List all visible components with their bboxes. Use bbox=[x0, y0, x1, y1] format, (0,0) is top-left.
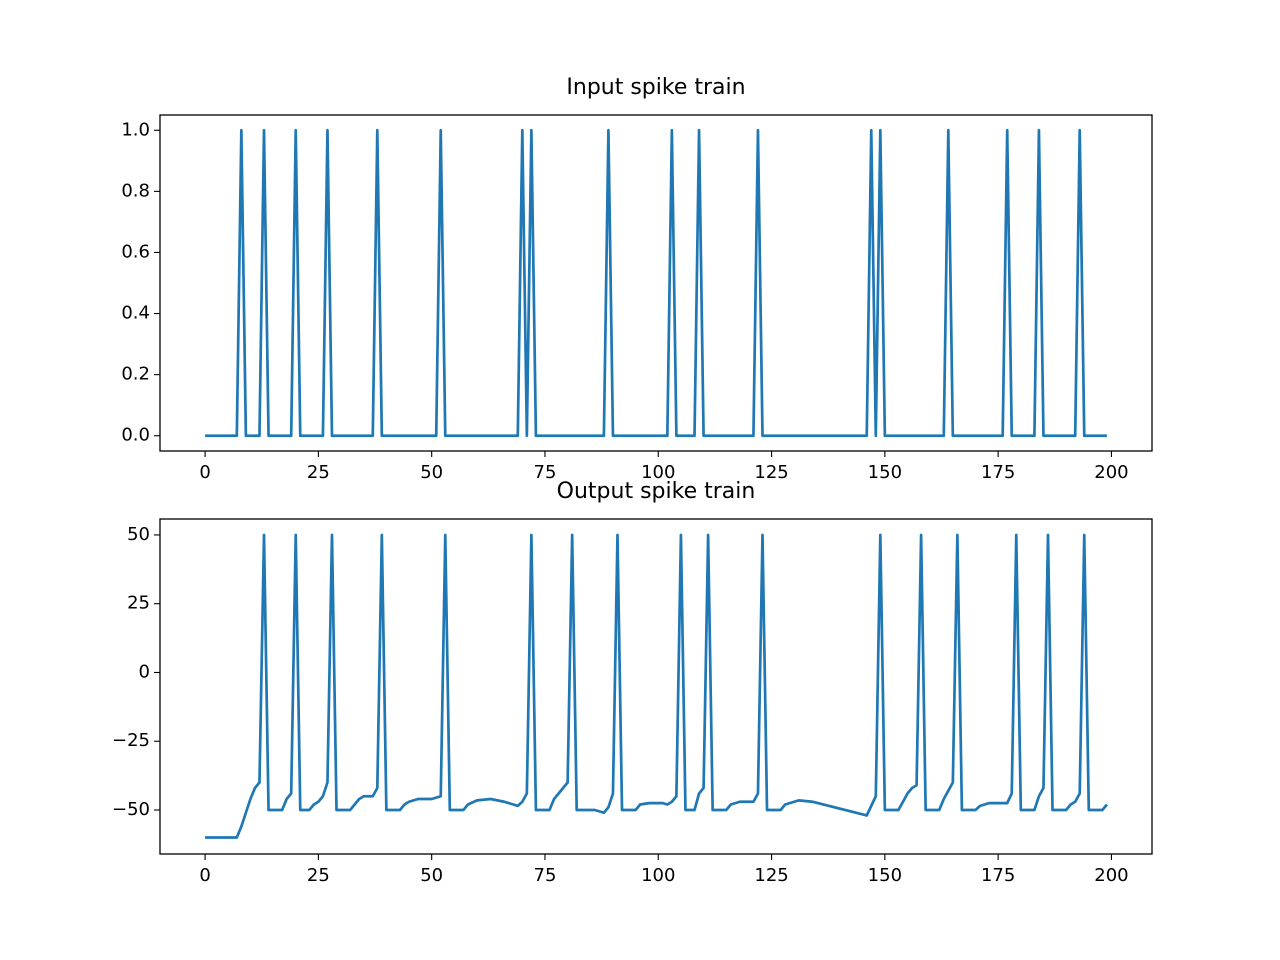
x-tick-label: 50 bbox=[420, 865, 443, 886]
y-tick-label: 0.6 bbox=[121, 241, 150, 262]
y-tick-label: 50 bbox=[127, 524, 150, 545]
y-tick-label: 0.4 bbox=[121, 303, 150, 324]
y-tick-label: 0.2 bbox=[121, 364, 150, 385]
x-tick-label: 100 bbox=[641, 865, 675, 886]
x-tick-label: 0 bbox=[199, 865, 210, 886]
y-tick-label: −50 bbox=[112, 799, 150, 820]
x-tick-label: 50 bbox=[420, 462, 443, 483]
x-tick-label: 25 bbox=[307, 462, 330, 483]
x-tick-label: 175 bbox=[981, 865, 1015, 886]
x-tick-label: 125 bbox=[754, 462, 788, 483]
x-tick-label: 75 bbox=[534, 462, 557, 483]
data-line bbox=[205, 533, 1108, 839]
chart-title: Input spike train bbox=[566, 75, 745, 100]
x-tick-label: 200 bbox=[1094, 865, 1128, 886]
x-tick-label: 125 bbox=[754, 865, 788, 886]
y-tick-label: −25 bbox=[112, 730, 150, 751]
y-tick-label: 25 bbox=[127, 593, 150, 614]
x-tick-label: 150 bbox=[868, 462, 902, 483]
x-tick-label: 200 bbox=[1094, 462, 1128, 483]
x-tick-label: 75 bbox=[534, 865, 557, 886]
chart-title: Output spike train bbox=[557, 479, 756, 504]
y-tick-label: 1.0 bbox=[121, 119, 150, 140]
x-tick-label: 175 bbox=[981, 462, 1015, 483]
axes-frame bbox=[159, 518, 1153, 855]
x-tick-label: 25 bbox=[307, 865, 330, 886]
x-tick-label: 100 bbox=[641, 462, 675, 483]
x-tick-label: 0 bbox=[199, 462, 210, 483]
y-tick-label: 0 bbox=[139, 661, 150, 682]
data-line bbox=[205, 128, 1107, 438]
y-tick-label: 0.0 bbox=[121, 425, 150, 446]
y-tick-label: 0.8 bbox=[121, 180, 150, 201]
x-tick-label: 150 bbox=[868, 865, 902, 886]
axes-frame bbox=[159, 114, 1153, 452]
